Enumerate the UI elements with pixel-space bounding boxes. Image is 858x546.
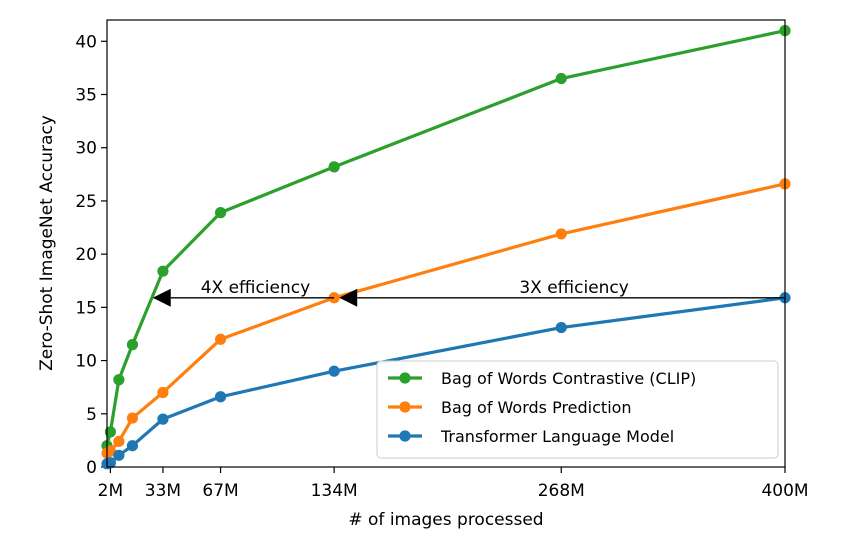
data-point xyxy=(555,72,567,85)
data-point xyxy=(126,440,139,452)
legend-entries: Bag of Words Contrastive (CLIP) Bag of Wo… xyxy=(388,369,696,446)
data-point xyxy=(214,333,227,345)
data-point xyxy=(113,449,125,461)
legend-swatch-marker xyxy=(399,401,411,413)
x-tick-label: 268M xyxy=(538,481,585,501)
x-tick-label: 400M xyxy=(761,481,808,501)
legend-entry-label: Bag of Words Contrastive (CLIP) xyxy=(441,369,696,388)
x-axis-ticks: 2M 33M 67M 134M 268M 400M xyxy=(98,467,809,501)
annotation-label: 3X efficiency xyxy=(519,278,628,298)
data-point xyxy=(328,365,340,377)
legend: Bag of Words Contrastive (CLIP) Bag of Wo… xyxy=(376,360,779,459)
y-tick-label: 25 xyxy=(75,192,97,212)
annotation-arrowhead xyxy=(152,288,171,307)
y-tick-label: 40 xyxy=(75,32,97,52)
data-point xyxy=(113,435,125,448)
data-point xyxy=(214,207,227,219)
annotation-label: 4X efficiency xyxy=(201,278,310,298)
legend-swatch-marker xyxy=(399,430,411,442)
data-point xyxy=(555,321,567,334)
y-tick-label: 5 xyxy=(86,405,97,425)
annotation-layer: 4X efficiency 3X efficiency xyxy=(152,278,785,307)
data-point xyxy=(126,412,139,424)
x-tick-label: 67M xyxy=(202,481,238,501)
y-tick-label: 30 xyxy=(75,139,97,159)
y-tick-label: 15 xyxy=(75,298,97,318)
y-tick-label: 20 xyxy=(75,245,97,265)
data-point xyxy=(555,228,567,240)
data-point xyxy=(328,161,340,173)
legend-entry-label: Bag of Words Prediction xyxy=(441,398,632,417)
y-tick-label: 0 xyxy=(86,458,97,478)
data-point xyxy=(214,391,227,403)
data-point xyxy=(157,413,169,425)
x-tick-label: 33M xyxy=(145,481,181,501)
annotation-arrowhead xyxy=(339,288,358,307)
legend-entry-label: Transformer Language Model xyxy=(440,427,674,446)
legend-swatch-marker xyxy=(399,372,411,384)
y-tick-label: 35 xyxy=(75,86,97,106)
x-tick-label: 2M xyxy=(98,481,123,501)
data-point xyxy=(126,339,139,351)
plot-frame xyxy=(106,19,786,468)
y-tick-label: 10 xyxy=(75,352,97,372)
data-point xyxy=(113,374,125,386)
x-tick-label: 134M xyxy=(311,481,358,501)
legend-box xyxy=(376,360,779,459)
y-axis-ticks: 0 5 10 15 20 25 30 35 40 xyxy=(75,32,107,478)
y-axis-label: Zero-Shot ImageNet Accuracy xyxy=(37,115,57,371)
data-point xyxy=(157,386,169,399)
data-point xyxy=(157,265,169,277)
x-axis-label: # of images processed xyxy=(348,510,543,530)
